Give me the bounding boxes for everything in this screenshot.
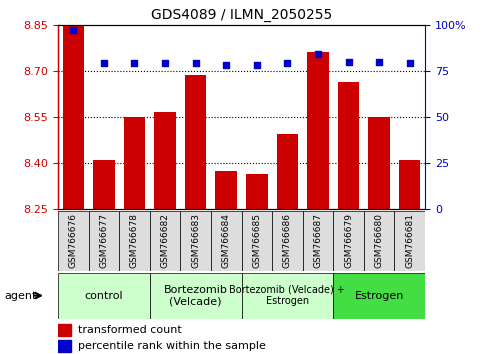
Point — [375, 59, 383, 64]
Point — [253, 62, 261, 68]
Bar — [333, 211, 364, 271]
Bar — [155, 112, 176, 209]
Bar — [58, 273, 150, 319]
Text: control: control — [85, 291, 123, 301]
Bar — [180, 211, 211, 271]
Text: percentile rank within the sample: percentile rank within the sample — [78, 341, 266, 351]
Point — [314, 51, 322, 57]
Bar — [338, 81, 359, 209]
Bar — [395, 211, 425, 271]
Text: GSM766678: GSM766678 — [130, 213, 139, 268]
Point — [100, 61, 108, 66]
Point — [192, 61, 199, 66]
Point — [222, 62, 230, 68]
Bar — [272, 211, 303, 271]
Text: GSM766682: GSM766682 — [160, 213, 170, 268]
Point — [161, 61, 169, 66]
Bar — [93, 160, 114, 209]
Bar — [58, 340, 71, 352]
Bar — [124, 118, 145, 209]
Text: GSM766685: GSM766685 — [252, 213, 261, 268]
Text: Bortezomib (Velcade) +
Estrogen: Bortezomib (Velcade) + Estrogen — [229, 285, 345, 307]
Text: GSM766687: GSM766687 — [313, 213, 323, 268]
Point — [406, 61, 413, 66]
Point — [130, 61, 138, 66]
Bar — [63, 25, 84, 209]
Bar — [364, 211, 395, 271]
Title: GDS4089 / ILMN_2050255: GDS4089 / ILMN_2050255 — [151, 8, 332, 22]
Text: transformed count: transformed count — [78, 325, 182, 335]
Text: GSM766686: GSM766686 — [283, 213, 292, 268]
Text: Bortezomib
(Velcade): Bortezomib (Velcade) — [164, 285, 227, 307]
Text: GSM766683: GSM766683 — [191, 213, 200, 268]
Text: Estrogen: Estrogen — [355, 291, 404, 301]
Bar — [119, 211, 150, 271]
Text: GSM766680: GSM766680 — [375, 213, 384, 268]
Bar — [277, 134, 298, 209]
Bar — [333, 273, 425, 319]
Text: agent: agent — [5, 291, 37, 301]
Text: GSM766677: GSM766677 — [99, 213, 108, 268]
Point — [70, 28, 77, 33]
Text: GSM766679: GSM766679 — [344, 213, 353, 268]
Bar — [242, 273, 333, 319]
Bar — [399, 160, 420, 209]
Bar — [369, 117, 390, 209]
Bar — [150, 273, 242, 319]
Bar — [211, 211, 242, 271]
Bar — [307, 52, 329, 209]
Bar — [246, 173, 268, 209]
Text: GSM766676: GSM766676 — [69, 213, 78, 268]
Bar — [303, 211, 333, 271]
Bar — [242, 211, 272, 271]
Bar — [88, 211, 119, 271]
Bar — [185, 75, 206, 209]
Text: GSM766681: GSM766681 — [405, 213, 414, 268]
Bar — [150, 211, 180, 271]
Bar — [58, 324, 71, 336]
Bar — [58, 211, 88, 271]
Text: GSM766684: GSM766684 — [222, 213, 231, 268]
Bar — [215, 171, 237, 209]
Point — [345, 59, 353, 64]
Point — [284, 61, 291, 66]
